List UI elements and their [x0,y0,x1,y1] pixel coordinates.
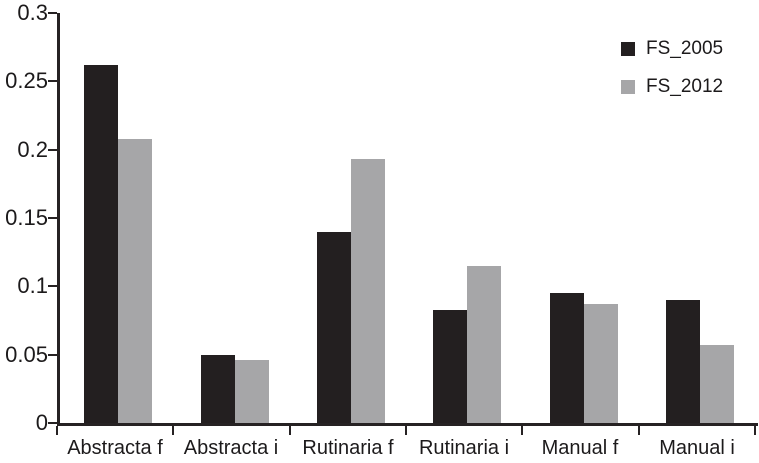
bar-FS_2012-abstracta-i [235,360,269,423]
bar-FS_2012-rutinaria-f [351,159,385,423]
legend: FS_2005 FS_2012 [621,38,723,114]
bar-FS_2005-manual-f [550,293,584,423]
x-axis-tick [521,426,523,435]
y-axis-tick [48,80,57,82]
x-axis-category-label: Abstracta f [67,437,163,459]
y-axis-tick-label: 0.1 [17,273,48,298]
bar-FS_2012-abstracta-f [118,139,152,423]
x-axis-category-label: Manual f [541,437,619,459]
bar-FS_2005-manual-i [666,300,700,423]
plot-area [57,13,758,426]
x-axis-category-label: Rutinaria f [302,437,394,459]
x-axis-category-label: Rutinaria i [418,437,510,459]
y-axis-tick [48,354,57,356]
x-axis-tick [289,426,291,435]
y-axis-tick [48,285,57,287]
x-axis-tick [638,426,640,435]
y-axis-tick [48,217,57,219]
legend-item-fs2005: FS_2005 [621,38,723,59]
y-axis-tick-label: 0.3 [17,0,48,25]
bar-FS_2012-manual-f [584,304,618,423]
legend-swatch-fs2012-icon [621,79,635,94]
legend-label-fs2012: FS_2012 [646,76,724,97]
x-axis-tick [405,426,407,435]
y-axis-tick-label: 0.2 [17,137,48,162]
y-axis-tick-label: 0.05 [5,342,48,367]
legend-item-fs2012: FS_2012 [621,76,723,97]
y-axis-tick [48,422,57,424]
y-axis-tick [48,12,57,14]
bar-FS_2005-abstracta-i [201,355,235,423]
x-axis-tick [754,426,756,435]
x-axis-category-label: Abstracta i [183,437,279,459]
x-axis-tick [172,426,174,435]
x-axis-tick [56,426,58,435]
x-axis-category-label: Manual i [659,437,735,459]
y-axis-tick-label: 0 [35,410,48,435]
y-axis-tick-label: 0.25 [5,68,48,93]
bar-FS_2005-rutinaria-f [317,232,351,423]
bar-FS_2012-manual-i [700,345,734,423]
y-axis-tick [48,149,57,151]
bar-FS_2012-rutinaria-i [467,266,501,423]
y-axis-tick-label: 0.15 [5,205,48,230]
bar-FS_2005-rutinaria-i [433,310,467,423]
legend-swatch-fs2005-icon [621,41,635,56]
legend-label-fs2005: FS_2005 [646,38,724,59]
bar-FS_2005-abstracta-f [84,65,118,423]
